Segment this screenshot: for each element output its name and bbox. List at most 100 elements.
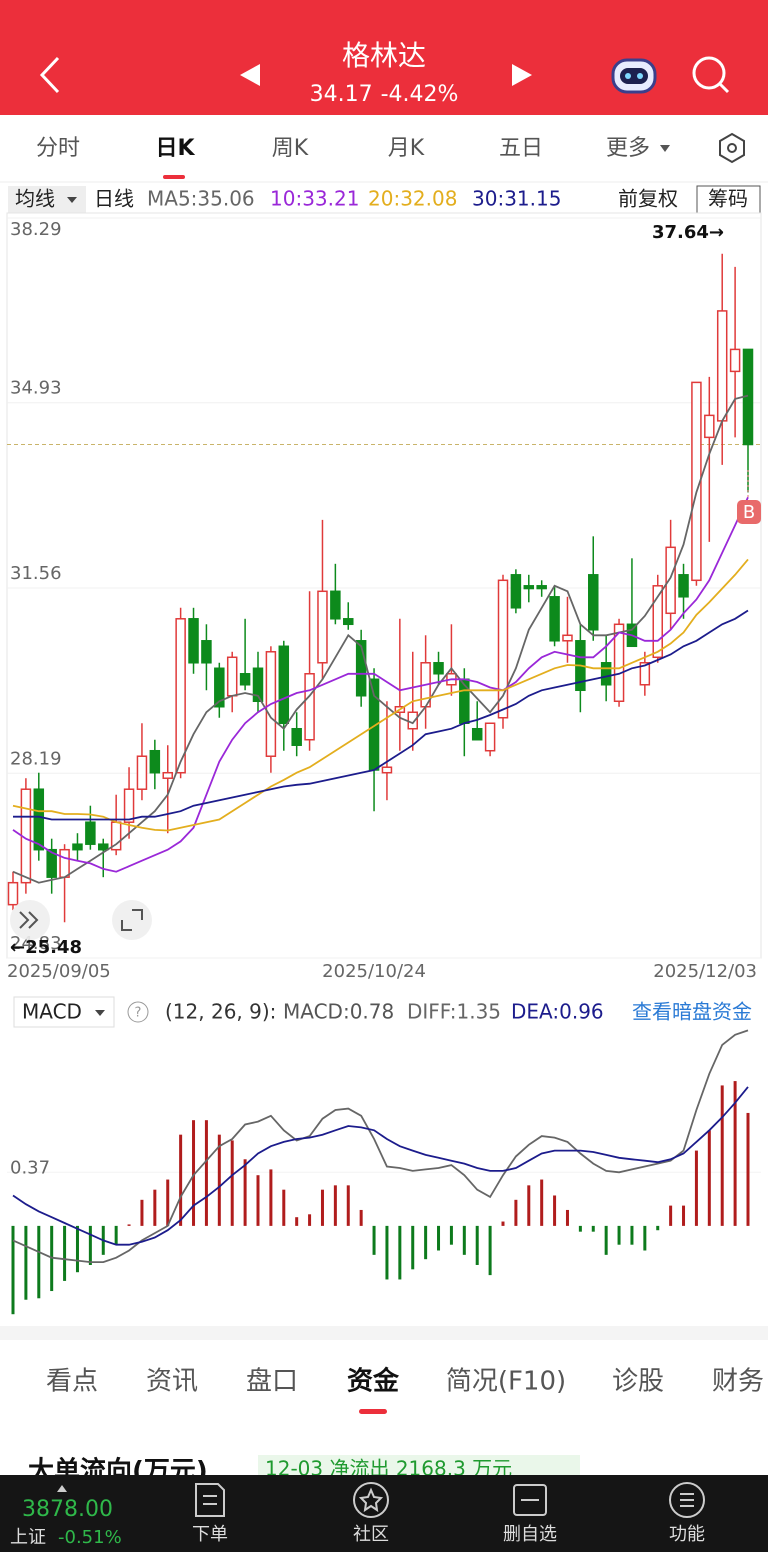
candle-body — [46, 848, 57, 878]
macd-bar — [669, 1205, 673, 1226]
candle-body — [7, 881, 19, 906]
buy-marker-label: B — [743, 502, 755, 523]
nav-label[interactable]: 下单 — [192, 1524, 228, 1545]
price-line: 34.17 -4.42% — [310, 82, 459, 107]
candle-body — [188, 618, 199, 664]
macd-bar — [694, 1150, 698, 1226]
settings-icon[interactable] — [719, 132, 745, 164]
macd-bar — [127, 1224, 131, 1226]
index-value[interactable]: 3878.00 — [22, 1497, 113, 1522]
detail-tab[interactable]: 看点 — [46, 1367, 98, 1397]
macd-chart: 0.37 — [7, 1029, 761, 1315]
macd-bar — [578, 1225, 582, 1232]
macd-bar — [256, 1175, 260, 1226]
back-button[interactable] — [39, 56, 60, 94]
candle-body — [85, 821, 96, 845]
period-tab[interactable]: 更多 — [606, 136, 650, 161]
macd-bar — [153, 1189, 157, 1226]
macd-bar — [140, 1199, 144, 1226]
period-tab[interactable]: 分时 — [36, 136, 80, 161]
detail-tab[interactable]: 财务 — [712, 1367, 764, 1397]
macd-legend-item: DEA:0.96 — [511, 1000, 604, 1024]
buy-marker[interactable] — [737, 500, 761, 524]
candle-body — [149, 749, 161, 774]
ma-legend: MA5:35.06 10:33.21 20:32.08 30:31.15 — [147, 187, 561, 211]
macd-bar — [282, 1189, 286, 1226]
macd-bar — [462, 1225, 466, 1255]
expand-index[interactable] — [57, 1485, 67, 1492]
period-tab[interactable]: 周K — [272, 136, 309, 161]
candle-body — [381, 766, 393, 774]
macd-bar — [475, 1225, 479, 1265]
macd-series-legend: DIFF:1.35 DEA:0.96 — [407, 1000, 604, 1024]
detail-tab[interactable]: 诊股 — [612, 1367, 664, 1397]
fullscreen-button[interactable] — [112, 900, 152, 940]
detail-tab[interactable]: 简况(F10) — [446, 1367, 566, 1397]
candle-body — [98, 843, 109, 851]
community-star — [358, 1487, 384, 1513]
candle-body — [226, 656, 238, 697]
macd-bar — [192, 1120, 196, 1226]
community-icon[interactable] — [353, 1482, 389, 1518]
candle-body — [214, 667, 225, 708]
macd-bar — [398, 1225, 402, 1280]
max-annotation: 37.64→ — [652, 222, 724, 243]
macd-legend: MACD:0.78 — [283, 1000, 394, 1024]
detail-tab[interactable]: 资讯 — [146, 1367, 198, 1397]
macd-bar — [707, 1130, 711, 1226]
x-tick-label: 2025/09/05 — [7, 961, 111, 982]
detail-tab[interactable]: 资金 — [347, 1366, 400, 1397]
chips-button[interactable] — [696, 185, 761, 214]
period-tab[interactable]: 月K — [388, 136, 425, 161]
macd-bar — [617, 1225, 621, 1245]
assistant-icon[interactable] — [611, 58, 657, 94]
macd-bar — [746, 1112, 750, 1226]
candle-body — [355, 640, 367, 697]
macd-bar — [656, 1225, 660, 1231]
prev-stock[interactable] — [240, 64, 260, 86]
candle-body — [652, 585, 663, 659]
period-tab[interactable]: 五日 — [499, 136, 543, 161]
help-icon[interactable] — [127, 1001, 149, 1023]
macd-selector-label: MACD — [22, 1000, 82, 1024]
remove-watch-icon[interactable] — [513, 1484, 547, 1516]
next-stock[interactable] — [512, 64, 532, 86]
macd-bar — [217, 1134, 221, 1226]
y-tick-label: 38.29 — [10, 219, 62, 240]
candle-body — [639, 662, 651, 686]
candle-body — [523, 585, 535, 590]
stock-name: 格林达 — [342, 39, 426, 72]
order-icon[interactable] — [195, 1483, 225, 1517]
candle-body — [704, 414, 715, 439]
candle-body — [562, 634, 573, 642]
macd-bar — [643, 1225, 647, 1251]
adjust-label[interactable]: 前复权 — [618, 187, 678, 211]
period-tab[interactable]: 日K — [155, 136, 195, 161]
macd-bar — [346, 1185, 350, 1226]
candle-body — [72, 843, 83, 851]
settings-icon-core — [727, 143, 737, 153]
candle-body — [201, 640, 212, 664]
candle-body — [510, 574, 522, 609]
expand-left[interactable] — [10, 900, 50, 940]
search-button[interactable] — [692, 56, 730, 94]
detail-tab[interactable]: 盘口 — [246, 1367, 298, 1397]
macd-bar — [720, 1085, 724, 1226]
candle-body — [252, 667, 264, 703]
active-tab-indicator — [163, 175, 185, 179]
chips-label: 筹码 — [708, 187, 748, 211]
period-label: 日线 — [94, 187, 134, 211]
detail-tabs: 看点 资讯 盘口 资金 简况(F10) 诊股 财务 — [46, 1366, 764, 1397]
candle-body — [471, 727, 483, 741]
line-series — [12, 394, 749, 884]
candle-body — [484, 722, 496, 752]
y-tick-label: 28.19 — [10, 748, 62, 769]
line-series — [12, 558, 749, 832]
macd-bar — [411, 1225, 415, 1270]
nav-label[interactable]: 社区 — [353, 1524, 389, 1545]
function-icon[interactable] — [669, 1482, 705, 1518]
nav-label[interactable]: 功能 — [669, 1524, 705, 1545]
nav-label[interactable]: 删自选 — [503, 1524, 557, 1545]
dark-pool-link[interactable]: 查看暗盘资金 — [632, 1000, 752, 1024]
